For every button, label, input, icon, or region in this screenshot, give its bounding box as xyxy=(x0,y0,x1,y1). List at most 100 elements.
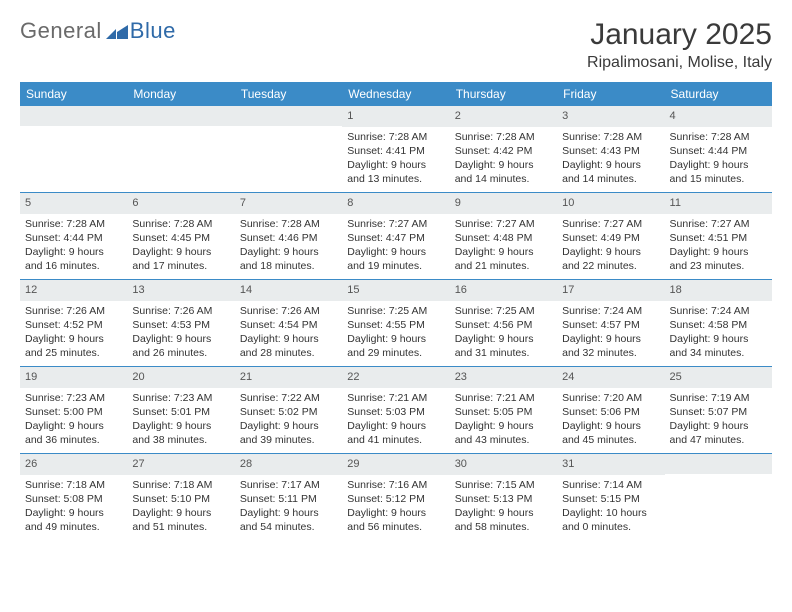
day-info-line: Sunset: 4:44 PM xyxy=(23,231,124,245)
day-cell: 19Sunrise: 7:23 AMSunset: 5:00 PMDayligh… xyxy=(20,367,127,453)
day-info-line: and 19 minutes. xyxy=(345,259,446,273)
day-info-line: Sunset: 5:02 PM xyxy=(238,405,339,419)
day-info-line: Daylight: 9 hours xyxy=(23,419,124,433)
day-info-line: Sunrise: 7:14 AM xyxy=(560,478,661,492)
day-number: 27 xyxy=(127,454,234,475)
day-number: 10 xyxy=(557,193,664,214)
day-info-line: and 14 minutes. xyxy=(560,172,661,186)
day-info-line: Sunset: 4:45 PM xyxy=(130,231,231,245)
day-cell: 11Sunrise: 7:27 AMSunset: 4:51 PMDayligh… xyxy=(665,193,772,279)
day-cell: 31Sunrise: 7:14 AMSunset: 5:15 PMDayligh… xyxy=(557,454,664,540)
day-info-line: Daylight: 9 hours xyxy=(130,245,231,259)
day-cell: 10Sunrise: 7:27 AMSunset: 4:49 PMDayligh… xyxy=(557,193,664,279)
day-info-line: Sunset: 4:51 PM xyxy=(668,231,769,245)
day-info-line: Sunrise: 7:23 AM xyxy=(23,391,124,405)
day-info-line: and 41 minutes. xyxy=(345,433,446,447)
day-cell: 3Sunrise: 7:28 AMSunset: 4:43 PMDaylight… xyxy=(557,106,664,192)
day-cell: 28Sunrise: 7:17 AMSunset: 5:11 PMDayligh… xyxy=(235,454,342,540)
day-number: 16 xyxy=(450,280,557,301)
day-info-line: Sunrise: 7:25 AM xyxy=(345,304,446,318)
logo-text-general: General xyxy=(20,18,102,44)
day-info-line: Sunrise: 7:18 AM xyxy=(130,478,231,492)
day-info-line: and 23 minutes. xyxy=(668,259,769,273)
day-info-line: Daylight: 9 hours xyxy=(345,332,446,346)
day-info-line: and 45 minutes. xyxy=(560,433,661,447)
day-info-line: and 21 minutes. xyxy=(453,259,554,273)
day-cell: 27Sunrise: 7:18 AMSunset: 5:10 PMDayligh… xyxy=(127,454,234,540)
day-info-line: Daylight: 9 hours xyxy=(345,245,446,259)
day-info-line: Sunrise: 7:26 AM xyxy=(130,304,231,318)
day-info-line: and 18 minutes. xyxy=(238,259,339,273)
empty-day-bar xyxy=(235,106,342,126)
day-info-line: Sunrise: 7:28 AM xyxy=(23,217,124,231)
day-info-line: Sunset: 4:52 PM xyxy=(23,318,124,332)
day-info-line: Sunset: 5:03 PM xyxy=(345,405,446,419)
dow-cell: Wednesday xyxy=(342,82,449,106)
day-info-line: Sunset: 4:44 PM xyxy=(668,144,769,158)
day-info-line: Sunrise: 7:27 AM xyxy=(668,217,769,231)
day-info-line: Daylight: 9 hours xyxy=(668,419,769,433)
logo-text-blue: Blue xyxy=(130,18,176,44)
day-cell xyxy=(127,106,234,192)
day-cell: 8Sunrise: 7:27 AMSunset: 4:47 PMDaylight… xyxy=(342,193,449,279)
day-info-line: and 39 minutes. xyxy=(238,433,339,447)
day-number: 15 xyxy=(342,280,449,301)
dow-cell: Friday xyxy=(557,82,664,106)
day-info-line: Daylight: 9 hours xyxy=(453,332,554,346)
day-cell: 5 Sunrise: 7:28 AMSunset: 4:44 PMDaylight… xyxy=(20,193,127,279)
day-number: 28 xyxy=(235,454,342,475)
day-info-line: Sunrise: 7:28 AM xyxy=(560,130,661,144)
day-info-line: Sunrise: 7:16 AM xyxy=(345,478,446,492)
day-info-line: Daylight: 9 hours xyxy=(560,158,661,172)
day-info-line: Daylight: 9 hours xyxy=(560,245,661,259)
day-info-line: Daylight: 9 hours xyxy=(453,245,554,259)
day-info-line: Sunrise: 7:19 AM xyxy=(668,391,769,405)
day-cell: 29Sunrise: 7:16 AMSunset: 5:12 PMDayligh… xyxy=(342,454,449,540)
empty-day-bar xyxy=(127,106,234,126)
day-info-line: Sunrise: 7:28 AM xyxy=(238,217,339,231)
day-number: 20 xyxy=(127,367,234,388)
dow-cell: Sunday xyxy=(20,82,127,106)
day-number: 24 xyxy=(557,367,664,388)
day-cell xyxy=(665,454,772,540)
day-info-line: Daylight: 9 hours xyxy=(453,419,554,433)
empty-day-bar xyxy=(665,454,772,474)
day-number: 30 xyxy=(450,454,557,475)
day-number: 25 xyxy=(665,367,772,388)
day-info-line: and 43 minutes. xyxy=(453,433,554,447)
day-info-line: Sunrise: 7:26 AM xyxy=(23,304,124,318)
day-info-line: Sunset: 5:00 PM xyxy=(23,405,124,419)
day-number: 31 xyxy=(557,454,664,475)
day-cell: 4Sunrise: 7:28 AMSunset: 4:44 PMDaylight… xyxy=(665,106,772,192)
day-info-line: Sunset: 4:58 PM xyxy=(668,318,769,332)
day-info-line: and 34 minutes. xyxy=(668,346,769,360)
day-number: 9 xyxy=(450,193,557,214)
day-cell: 26Sunrise: 7:18 AMSunset: 5:08 PMDayligh… xyxy=(20,454,127,540)
title-block: January 2025 Ripalimosani, Molise, Italy xyxy=(587,18,772,72)
day-info-line: Daylight: 9 hours xyxy=(238,419,339,433)
day-info-line: and 47 minutes. xyxy=(668,433,769,447)
day-cell xyxy=(20,106,127,192)
day-cell: 30Sunrise: 7:15 AMSunset: 5:13 PMDayligh… xyxy=(450,454,557,540)
day-info-line: Sunrise: 7:27 AM xyxy=(453,217,554,231)
day-info-line: Sunset: 4:41 PM xyxy=(345,144,446,158)
day-cell: 13Sunrise: 7:26 AMSunset: 4:53 PMDayligh… xyxy=(127,280,234,366)
day-number: 5 xyxy=(20,193,127,214)
day-number: 8 xyxy=(342,193,449,214)
day-info-line: and 54 minutes. xyxy=(238,520,339,534)
week-row: 1Sunrise: 7:28 AMSunset: 4:41 PMDaylight… xyxy=(20,106,772,192)
day-info-line: Sunset: 4:42 PM xyxy=(453,144,554,158)
empty-day-bar xyxy=(20,106,127,126)
day-info-line: Daylight: 9 hours xyxy=(23,245,124,259)
day-info-line: Daylight: 9 hours xyxy=(130,332,231,346)
day-info-line: Sunrise: 7:24 AM xyxy=(668,304,769,318)
day-info-line: Daylight: 9 hours xyxy=(560,332,661,346)
day-info-line: Sunrise: 7:15 AM xyxy=(453,478,554,492)
day-number: 1 xyxy=(342,106,449,127)
days-of-week-row: SundayMondayTuesdayWednesdayThursdayFrid… xyxy=(20,82,772,106)
day-info-line: Daylight: 9 hours xyxy=(345,158,446,172)
day-info-line: and 26 minutes. xyxy=(130,346,231,360)
day-info-line: Sunset: 5:08 PM xyxy=(23,492,124,506)
day-info-line: Daylight: 9 hours xyxy=(238,506,339,520)
dow-cell: Tuesday xyxy=(235,82,342,106)
